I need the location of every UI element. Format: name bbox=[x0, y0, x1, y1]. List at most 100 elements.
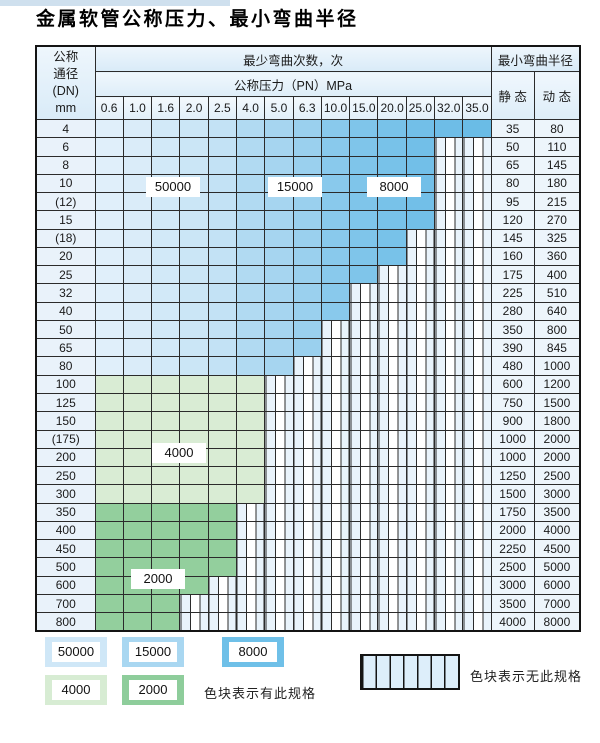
legend-swatch-15000: 15000 bbox=[122, 637, 184, 667]
dynamic-value: 1000 bbox=[533, 356, 581, 376]
pressure-cell bbox=[264, 429, 294, 449]
pressure-cell bbox=[151, 137, 181, 157]
pressure-cell bbox=[122, 593, 153, 614]
pressure-cell bbox=[462, 520, 492, 541]
dn-header-line: 通径 bbox=[53, 67, 79, 81]
pressure-cell bbox=[179, 319, 209, 340]
pressure-cell bbox=[377, 155, 407, 175]
pressure-cell bbox=[151, 612, 181, 632]
pressure-cell bbox=[405, 374, 436, 394]
static-value: 120 bbox=[490, 210, 535, 230]
pressure-cell bbox=[320, 557, 351, 577]
dn-header-line: 公称 bbox=[53, 50, 79, 64]
pressure-cell bbox=[207, 283, 237, 303]
pressure-cell bbox=[179, 466, 209, 486]
table-row: (18) 145 325 bbox=[35, 228, 581, 248]
pressure-cell bbox=[434, 374, 464, 394]
pressure-cell bbox=[151, 246, 181, 267]
pressure-cell bbox=[207, 593, 237, 614]
static-value: 80 bbox=[490, 173, 535, 194]
pressure-cell bbox=[235, 283, 266, 303]
dynamic-value: 325 bbox=[533, 228, 581, 248]
page-title: 金属软管公称压力、最小弯曲半径 bbox=[36, 8, 359, 30]
dn-cell: 700 bbox=[35, 593, 96, 614]
pressure-cell bbox=[349, 246, 379, 267]
pressure-cell bbox=[151, 356, 181, 376]
pressure-cell bbox=[122, 228, 153, 248]
pressure-cell bbox=[179, 265, 209, 285]
pressure-cell bbox=[264, 210, 294, 230]
pressure-column-header: 4.0 bbox=[235, 96, 266, 120]
pressure-cell bbox=[377, 612, 407, 632]
pressure-cell bbox=[151, 228, 181, 248]
static-value: 280 bbox=[490, 301, 535, 321]
dn-header-line: mm bbox=[55, 101, 77, 115]
pressure-cell bbox=[207, 447, 237, 468]
pressure-column-header: 1.6 bbox=[151, 96, 181, 120]
pressure-cell bbox=[94, 228, 124, 248]
dynamic-value: 6000 bbox=[533, 575, 581, 595]
pressure-cell bbox=[349, 374, 379, 394]
pressure-cell bbox=[264, 319, 294, 340]
pressure-cell bbox=[292, 246, 322, 267]
pressure-cell bbox=[462, 429, 492, 449]
pressure-cell bbox=[462, 338, 492, 358]
pressure-cell bbox=[462, 557, 492, 577]
pressure-cell bbox=[377, 118, 407, 139]
pressure-cell bbox=[320, 265, 351, 285]
pressure-cell bbox=[349, 575, 379, 595]
pressure-cell bbox=[462, 173, 492, 194]
pressure-cell bbox=[151, 301, 181, 321]
pressure-cell bbox=[349, 520, 379, 541]
table-row: 4 35 80 bbox=[35, 118, 581, 139]
pressure-cell bbox=[94, 356, 124, 376]
pressure-cell bbox=[264, 575, 294, 595]
pressure-cell bbox=[151, 593, 181, 614]
pressure-cell bbox=[377, 575, 407, 595]
dynamic-value: 640 bbox=[533, 301, 581, 321]
pressure-cell bbox=[292, 392, 322, 413]
pressure-cell bbox=[377, 228, 407, 248]
table-row: (175) 1000 2000 bbox=[35, 429, 581, 449]
spec-table: 公称 通径 (DN) mm 最少弯曲次数，次 最小弯曲半径 公称压力（PN）MPa 静 态动 … bbox=[35, 45, 582, 632]
pressure-cell bbox=[349, 411, 379, 431]
pressure-cell bbox=[235, 301, 266, 321]
legend-swatch-label: 4000 bbox=[52, 680, 100, 700]
pressure-cell bbox=[405, 593, 436, 614]
dn-cell: 500 bbox=[35, 557, 96, 577]
pressure-cell bbox=[235, 411, 266, 431]
pressure-cell bbox=[405, 118, 436, 139]
dynamic-value: 8000 bbox=[533, 612, 581, 632]
pressure-cell bbox=[94, 246, 124, 267]
pressure-cell bbox=[94, 338, 124, 358]
pressure-cell bbox=[462, 484, 492, 504]
pressure-cell bbox=[462, 502, 492, 522]
pressure-cell bbox=[122, 283, 153, 303]
pressure-cell bbox=[349, 539, 379, 559]
pressure-cell bbox=[320, 319, 351, 340]
pressure-cell bbox=[94, 447, 124, 468]
table-row: 450 2250 4500 bbox=[35, 539, 581, 559]
pressure-cell bbox=[207, 155, 237, 175]
pressure-cell bbox=[151, 502, 181, 522]
pressure-cell bbox=[320, 173, 351, 194]
dn-header: 公称 通径 (DN) mm bbox=[35, 45, 96, 120]
pressure-cell bbox=[122, 118, 153, 139]
static-value: 2000 bbox=[490, 520, 535, 541]
pressure-cell bbox=[179, 539, 209, 559]
pressure-cell bbox=[434, 484, 464, 504]
pressure-cell bbox=[292, 265, 322, 285]
pressure-cell bbox=[320, 411, 351, 431]
pressure-cell bbox=[434, 155, 464, 175]
static-value: 1000 bbox=[490, 429, 535, 449]
static-value: 1250 bbox=[490, 466, 535, 486]
pressure-cell bbox=[434, 520, 464, 541]
static-value: 3000 bbox=[490, 575, 535, 595]
pressure-cell bbox=[235, 374, 266, 394]
table-row: 15 120 270 bbox=[35, 210, 581, 230]
pressure-cell bbox=[179, 392, 209, 413]
pressure-cell bbox=[179, 155, 209, 175]
dynamic-value: 180 bbox=[533, 173, 581, 194]
pressure-cell bbox=[349, 557, 379, 577]
pressure-cell bbox=[349, 265, 379, 285]
